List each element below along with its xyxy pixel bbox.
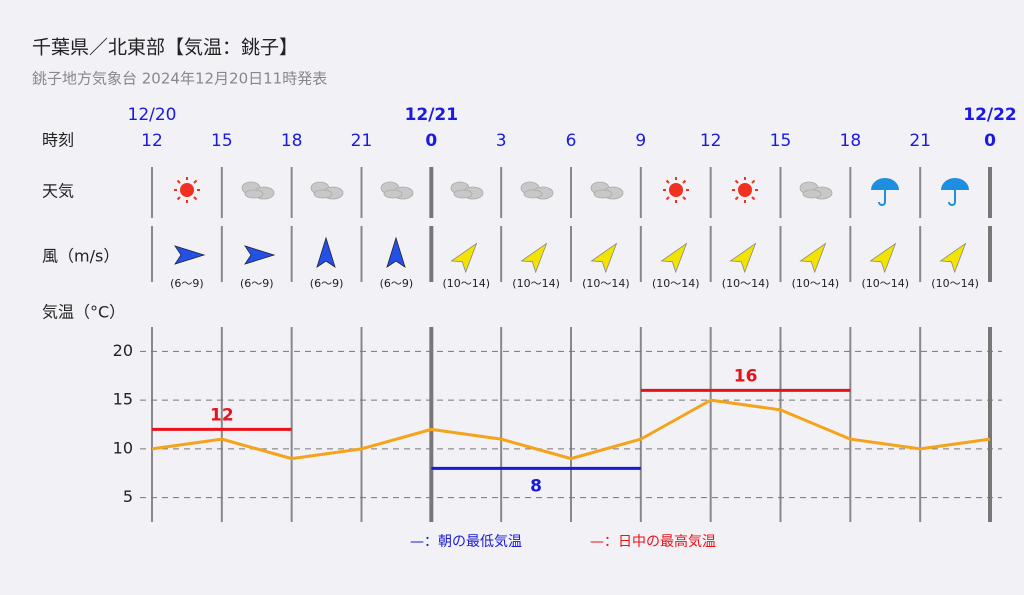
x-tick-label: 21 [909,131,931,151]
y-tick-label: 15 [113,390,133,409]
wind-arrows [174,237,973,273]
legend-entry: —：朝の最低気温 [410,534,522,550]
x-tick-label: 12 [700,131,722,151]
wind-label: (10〜14) [582,277,630,290]
subtitle: 銚子地方気象台 2024年12月20日11時発表 [32,70,327,88]
wind-label: (10〜14) [861,277,909,290]
x-tick-label: 12 [141,131,163,151]
wind-label: (6〜9) [380,277,414,290]
x-tick-label: 0 [984,131,996,151]
wind-label: (10〜14) [442,277,490,290]
legend-entry: —：日中の最高気温 [590,533,716,550]
date-label: 12/20 [128,105,177,125]
y-tick-label: 5 [123,487,133,506]
wind-label: (10〜14) [512,277,560,290]
x-tick-label: 0 [425,131,437,151]
x-tick-label: 21 [351,131,373,151]
segment-label: 8 [530,476,542,496]
segment-label: 12 [210,405,234,425]
y-tick-label: 20 [113,341,133,360]
date-label: 12/21 [405,105,459,125]
x-tick-label: 9 [635,131,646,151]
x-tick-label: 3 [496,131,507,151]
x-tick-label: 15 [211,131,233,151]
row-label: 天気 [42,182,74,201]
row-label: 気温（°C） [42,303,125,322]
x-tick-label: 18 [281,131,303,151]
wind-label: (10〜14) [722,277,770,290]
segment-label: 16 [734,366,758,386]
wind-label: (6〜9) [310,277,344,290]
x-tick-label: 6 [566,131,577,151]
x-tick-label: 15 [770,131,792,151]
row-label: 風（m/s） [42,247,119,266]
wind-label: (6〜9) [170,277,204,290]
wind-label: (10〜14) [931,277,979,290]
wind-label: (10〜14) [652,277,700,290]
temp-line [151,398,991,461]
date-label: 12/22 [963,105,1017,125]
x-tick-label: 18 [840,131,862,151]
wind-label: (6〜9) [240,277,274,290]
wind-label: (10〜14) [792,277,840,290]
row-label: 時刻 [42,131,74,150]
title: 千葉県／北東部【気温：銚子】 [32,37,298,59]
y-tick-label: 10 [113,438,133,457]
